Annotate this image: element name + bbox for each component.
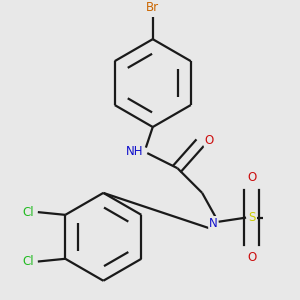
Text: O: O (247, 251, 256, 264)
Text: Cl: Cl (22, 206, 34, 219)
Text: Cl: Cl (22, 255, 34, 268)
Text: Br: Br (146, 1, 159, 14)
Text: O: O (204, 134, 214, 147)
Text: O: O (247, 171, 256, 184)
Text: N: N (209, 217, 218, 230)
Text: NH: NH (126, 145, 144, 158)
Text: S: S (248, 211, 255, 224)
